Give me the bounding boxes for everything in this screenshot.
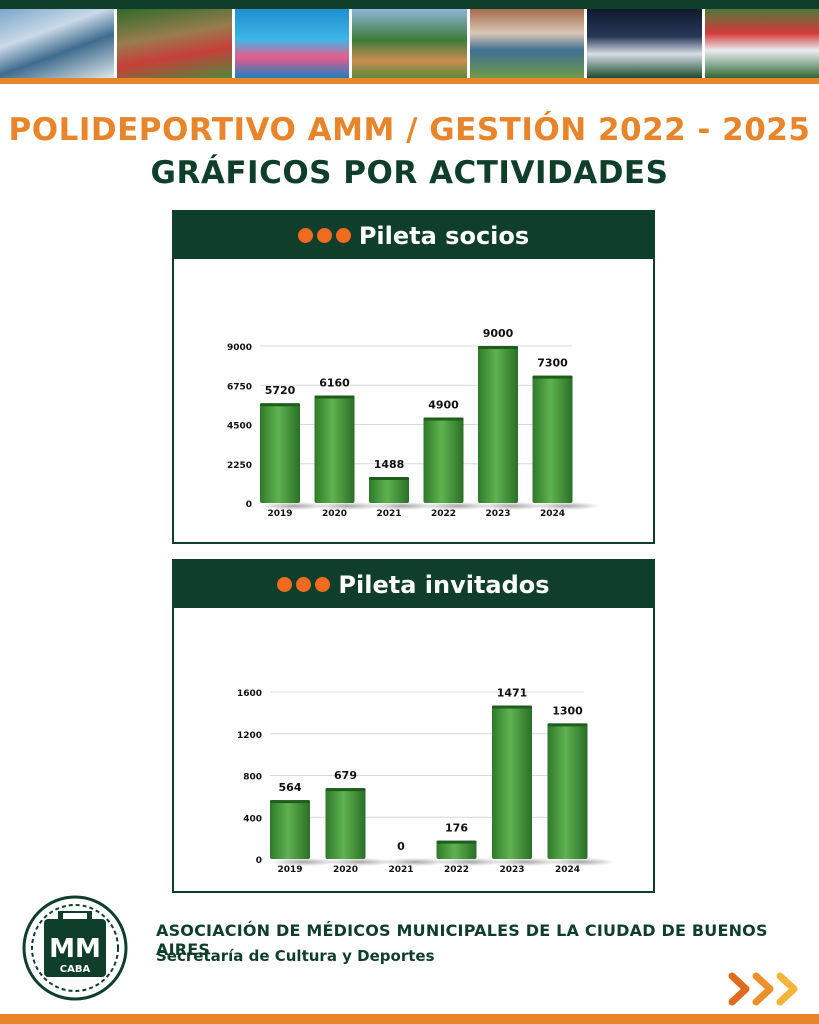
bar-shadow: [381, 858, 449, 866]
bar-shadow: [532, 502, 601, 510]
photo-swimming-pool: [234, 9, 353, 78]
chevrons-right-icon: [728, 972, 798, 1006]
logo-text: MM: [49, 934, 101, 964]
header-divider: [0, 78, 819, 84]
bar-shadow: [325, 858, 394, 866]
footer-divider: [0, 1014, 819, 1024]
bar: [423, 417, 464, 503]
x-tick-label: 2024: [555, 865, 580, 875]
y-tick-label: 6750: [227, 382, 252, 392]
photo-soccer-match: [704, 9, 819, 78]
bar-cap: [436, 840, 477, 844]
chart-header-socios: Pileta socios: [174, 212, 653, 259]
bar-shadow: [260, 502, 328, 510]
bar-shadow: [492, 858, 560, 866]
x-tick-label: 2020: [333, 865, 358, 875]
dots-icon: [297, 228, 351, 243]
x-tick-label: 2024: [540, 509, 565, 519]
data-label: 1488: [374, 458, 405, 471]
bar: [436, 840, 477, 859]
bar: [369, 477, 409, 503]
data-label: 7300: [537, 357, 568, 370]
y-tick-label: 2250: [227, 461, 252, 471]
data-label: 176: [445, 822, 468, 835]
bar-chart-socios: 0 2250 4500 6750 9000 5720 2019 6160 2020 1488 202…: [227, 327, 601, 519]
data-label: 679: [334, 769, 357, 782]
organization-name: ASOCIACIÓN DE MÉDICOS MUNICIPALES DE LA …: [156, 921, 768, 959]
x-tick-label: 2023: [499, 865, 524, 875]
photo-kids-group: [117, 9, 235, 78]
x-tick-label: 2019: [277, 865, 302, 875]
y-tick-label: 9000: [227, 343, 252, 353]
bar-cap: [532, 375, 573, 379]
y-tick-label: 400: [243, 814, 262, 824]
bar-cap: [369, 477, 409, 481]
logo-subtext: CABA: [60, 964, 91, 975]
page-title: POLIDEPORTIVO AMM / GESTIÓN 2022 - 2025: [8, 112, 811, 148]
data-label: 1471: [497, 686, 528, 699]
data-label: 9000: [483, 327, 514, 340]
department-name: Secretaría de Cultura y Deportes: [156, 947, 435, 965]
bar-cap: [478, 346, 518, 349]
chart-panel-invitados: Pileta invitados 0 400 800 1200 1600 564 2019 6…: [172, 559, 655, 893]
photo-team-celebration: [0, 9, 118, 78]
photo-night-team: [587, 9, 705, 78]
bar-cap: [260, 403, 300, 407]
photo-outdoor-crowd: [352, 9, 470, 78]
x-tick-label: 2022: [444, 865, 469, 875]
bar: [532, 375, 573, 503]
bar-cap: [423, 417, 464, 421]
bar: [325, 788, 366, 859]
data-label: 5720: [265, 384, 296, 397]
x-tick-label: 2021: [388, 865, 413, 875]
chart-title: Pileta socios: [358, 221, 530, 250]
y-tick-label: 0: [256, 856, 262, 866]
data-label: 4900: [428, 399, 459, 412]
y-tick-label: 4500: [227, 422, 252, 432]
bar-cap: [547, 723, 588, 727]
bar-shadow: [547, 858, 616, 866]
bar-shadow: [478, 502, 546, 510]
bar-shadow: [436, 858, 505, 866]
page-subtitle: GRÁFICOS POR ACTIVIDADES: [150, 155, 669, 191]
bar-shadow: [423, 502, 492, 510]
data-label: 564: [279, 781, 302, 794]
bar-shadow: [270, 858, 338, 866]
bar-shadow: [369, 502, 437, 510]
dots-icon: [277, 577, 331, 592]
x-tick-label: 2022: [431, 509, 456, 519]
data-label: 1300: [552, 704, 583, 717]
bar-shadow: [314, 502, 383, 510]
amm-logo: MM CABA: [22, 895, 128, 1001]
bar: [547, 723, 588, 859]
bar-chart-invitados: 0 400 800 1200 1600 564 2019 679 2020 0 2021 176 202…: [237, 686, 616, 875]
y-tick-label: 0: [246, 500, 252, 510]
chart-title: Pileta invitados: [338, 570, 550, 599]
photo-strip: [0, 0, 819, 78]
bar-cap: [314, 395, 355, 399]
chart-panel-socios: Pileta socios 0 2250 4500 6750 9000 5720 2019 6…: [172, 210, 655, 544]
x-tick-label: 2023: [485, 509, 510, 519]
bar: [270, 800, 310, 859]
chart-header-invitados: Pileta invitados: [174, 561, 653, 608]
photo-field-event: [469, 9, 588, 78]
y-tick-label: 1600: [237, 689, 262, 699]
y-tick-label: 800: [243, 773, 262, 783]
bar: [492, 705, 532, 859]
bar: [478, 346, 518, 503]
x-tick-label: 2020: [322, 509, 347, 519]
bar: [260, 403, 300, 503]
bar-cap: [492, 705, 532, 709]
bar-cap: [325, 788, 366, 792]
bar-cap: [270, 800, 310, 804]
x-tick-label: 2021: [376, 509, 401, 519]
y-tick-label: 1200: [237, 731, 262, 741]
bar: [314, 395, 355, 503]
data-label: 0: [397, 840, 405, 853]
data-label: 6160: [319, 377, 350, 390]
x-tick-label: 2019: [267, 509, 292, 519]
